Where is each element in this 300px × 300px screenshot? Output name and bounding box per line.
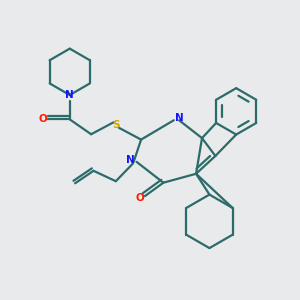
Text: O: O (38, 114, 47, 124)
Text: N: N (175, 113, 184, 123)
Text: O: O (135, 193, 144, 202)
Text: S: S (112, 120, 120, 130)
Text: N: N (126, 155, 135, 165)
Text: N: N (65, 90, 74, 100)
